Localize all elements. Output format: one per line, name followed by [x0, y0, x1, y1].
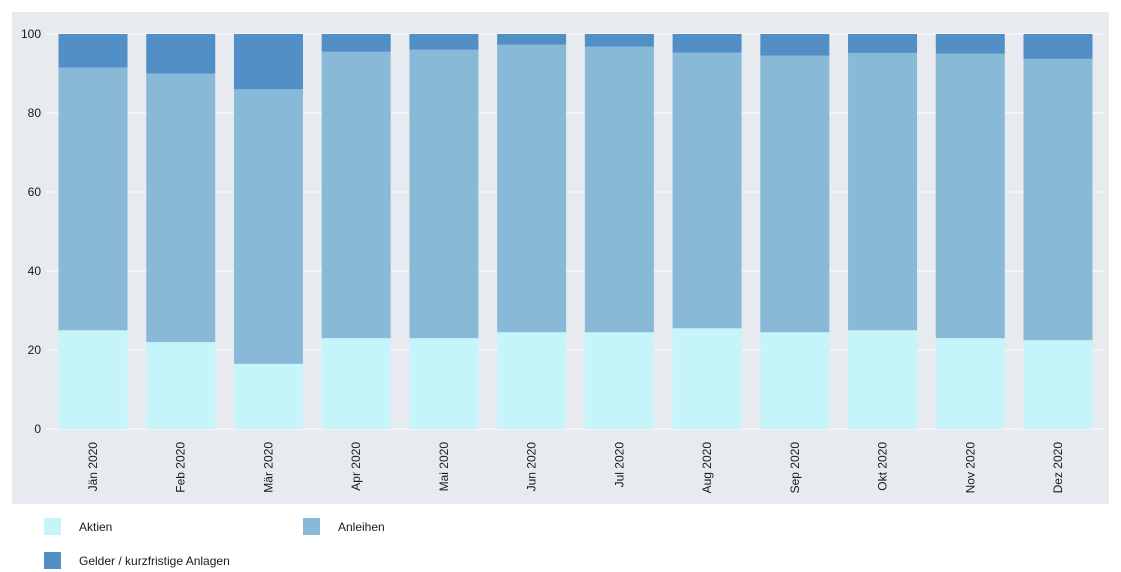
bar-segment-gelder — [409, 34, 479, 50]
bar-segment-aktien — [584, 332, 654, 429]
stacked-bar-chart: 0 20 40 60 80 100 Jän 2020 Feb 2020 Mär 2020 Apr… — [21, 27, 1104, 494]
bar-segment-aktien — [409, 338, 479, 429]
x-tick-label: Apr 2020 — [349, 442, 363, 491]
y-tick-label: 40 — [28, 264, 42, 278]
bar-segment-anleihen — [146, 73, 216, 343]
bar-segment-anleihen — [58, 67, 128, 331]
y-tick-label: 0 — [34, 422, 41, 436]
legend-label-anleihen: Anleihen — [338, 519, 385, 534]
y-tick-label: 100 — [21, 27, 41, 41]
x-tick-label: Okt 2020 — [876, 442, 890, 491]
grid-lines — [46, 33, 1104, 430]
bar-segment-anleihen — [760, 55, 830, 333]
bar-segment-gelder — [497, 34, 567, 45]
y-tick-label: 80 — [28, 106, 42, 120]
bar-segment-gelder — [760, 34, 830, 56]
bar-segment-anleihen — [935, 53, 1005, 339]
x-tick-label: Mär 2020 — [261, 442, 275, 493]
bar-segment-aktien — [1023, 340, 1093, 429]
bar-segment-anleihen — [497, 44, 567, 333]
y-tick-label: 20 — [28, 343, 42, 357]
bar-segment-gelder — [935, 34, 1005, 54]
bar-segment-gelder — [321, 34, 391, 52]
legend-swatch-aktien — [44, 518, 61, 535]
bar-segment-gelder — [672, 34, 742, 53]
bar-segment-aktien — [58, 330, 128, 429]
bar-segment-aktien — [672, 328, 742, 429]
bars — [58, 34, 1093, 429]
bar-segment-aktien — [760, 332, 830, 429]
bar-segment-aktien — [321, 338, 391, 429]
x-tick-label: Aug 2020 — [700, 442, 714, 494]
bar-segment-gelder — [1023, 34, 1093, 59]
x-tick-label: Mai 2020 — [437, 442, 451, 492]
bar-segment-anleihen — [848, 52, 918, 331]
bar-segment-anleihen — [233, 89, 303, 364]
x-tick-label: Jun 2020 — [525, 442, 539, 492]
bar-segment-anleihen — [409, 49, 479, 339]
bar-segment-aktien — [497, 332, 567, 429]
bar-segment-gelder — [146, 34, 216, 74]
legend: Aktien Anleihen Gelder / kurzfristige An… — [44, 518, 744, 572]
x-axis-tick-labels: Jän 2020 Feb 2020 Mär 2020 Apr 2020 Mai 2020… — [86, 442, 1065, 494]
x-tick-label: Jän 2020 — [86, 442, 100, 492]
x-tick-label: Sep 2020 — [788, 442, 802, 494]
bar-segment-anleihen — [1023, 58, 1093, 341]
y-tick-label: 60 — [28, 185, 42, 199]
chart-panel: 0 20 40 60 80 100 Jän 2020 Feb 2020 Mär 2020 Apr… — [12, 12, 1109, 504]
bar-segment-gelder — [848, 34, 918, 53]
legend-item-aktien: Aktien — [44, 518, 112, 535]
legend-swatch-anleihen — [303, 518, 320, 535]
legend-swatch-gelder — [44, 552, 61, 569]
legend-label-aktien: Aktien — [79, 519, 113, 534]
x-tick-label: Dez 2020 — [1051, 442, 1065, 494]
legend-item-gelder: Gelder / kurzfristige Anlagen — [44, 552, 230, 569]
bar-segment-aktien — [233, 363, 303, 429]
legend-label-gelder: Gelder / kurzfristige Anlagen — [79, 553, 230, 568]
x-tick-label: Jul 2020 — [612, 442, 626, 488]
y-axis-tick-labels: 0 20 40 60 80 100 — [21, 27, 41, 436]
legend-item-anleihen: Anleihen — [303, 518, 385, 535]
bar-segment-aktien — [848, 330, 918, 429]
bar-segment-anleihen — [321, 51, 391, 339]
bar-segment-gelder — [58, 34, 128, 68]
bar-segment-gelder — [584, 34, 654, 47]
bar-segment-anleihen — [672, 52, 742, 329]
x-tick-label: Nov 2020 — [963, 442, 977, 494]
bar-segment-aktien — [146, 342, 216, 429]
bar-segment-aktien — [935, 338, 1005, 429]
bar-segment-anleihen — [584, 46, 654, 333]
bar-segment-gelder — [233, 34, 303, 90]
x-tick-label: Feb 2020 — [174, 442, 188, 493]
